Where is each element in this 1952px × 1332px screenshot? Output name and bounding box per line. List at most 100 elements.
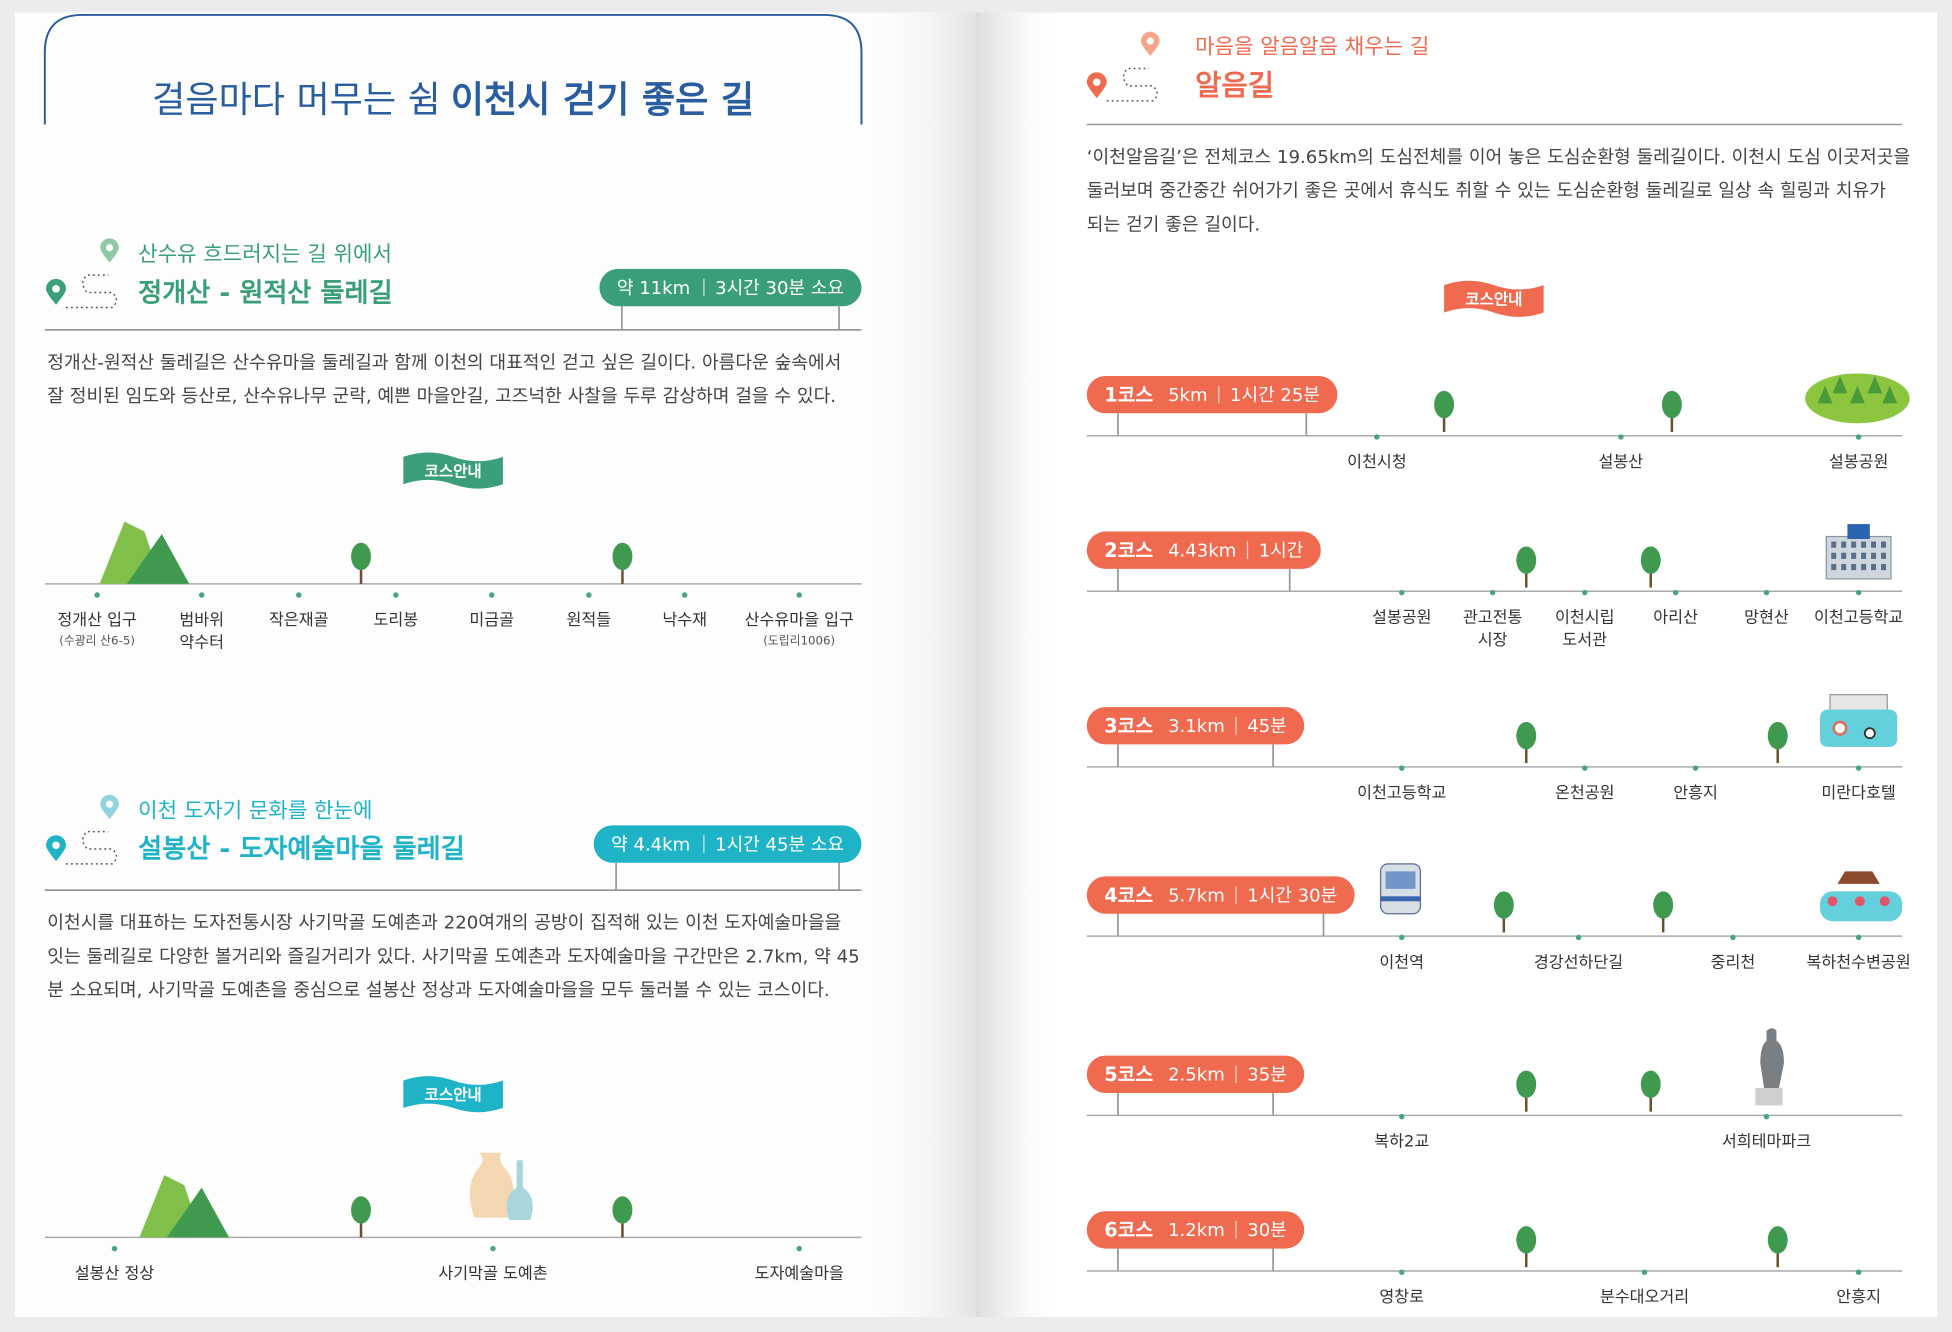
info-pill: 약 4.4km 1시간 45분 소요 xyxy=(593,825,862,863)
pill-text: 5코스 xyxy=(1104,1063,1153,1086)
stop-label: 작은재골 xyxy=(269,609,329,628)
dotted-route xyxy=(65,830,118,865)
section-subtitle: 산수유 흐드러지는 길 위에서 xyxy=(138,241,392,266)
stop-label-line: 복하천수변공원 xyxy=(1807,952,1911,971)
stop-label: 망현산 xyxy=(1744,607,1789,626)
stop-note: (도립리1006) xyxy=(763,634,835,648)
pill-text: 2코스 xyxy=(1104,539,1153,562)
stop-label-line: 사기막골 도예촌 xyxy=(438,1263,547,1282)
tree-crown xyxy=(1434,390,1455,419)
pill-text: 1코스 xyxy=(1104,383,1153,406)
stop-dot xyxy=(1763,589,1770,596)
badge xyxy=(1444,280,1544,317)
stop-label-line: 낙수재 xyxy=(662,609,707,628)
stop-dot xyxy=(1692,765,1699,771)
stop-label-line: 중리천 xyxy=(1711,952,1756,971)
stop-label-line: 이천시립 xyxy=(1555,607,1615,626)
info-pill: 3코스 3.1km 45분 xyxy=(1086,707,1305,745)
train-stripe xyxy=(1380,896,1421,902)
info-pill: 1코스 5km 1시간 25분 xyxy=(1086,375,1338,414)
badge-label: 코스안내 xyxy=(425,1086,482,1104)
pill-text: 1시간 xyxy=(1259,540,1304,561)
stop-dot xyxy=(1855,765,1862,771)
section-description: 잇는 둘레길로 다양한 볼거리와 즐길거리가 있다. 사기막골 도예촌과 도자예… xyxy=(47,946,859,967)
stop-label-line: 분수대오거리 xyxy=(1600,1287,1689,1306)
pill-text: 약 11km xyxy=(617,278,690,299)
pill-text: 약 4.4km xyxy=(611,834,690,855)
park-tree xyxy=(1832,375,1848,394)
park-tree xyxy=(1849,385,1865,404)
tree-crown xyxy=(351,542,371,571)
stop-label-line: 범바위 xyxy=(179,609,224,628)
tree-crown xyxy=(1516,722,1537,750)
school-window xyxy=(1871,552,1877,559)
gazebo-icon xyxy=(1837,871,1880,884)
stop-label-line: 미란다호텔 xyxy=(1821,782,1895,801)
stop-dot xyxy=(1855,1269,1862,1275)
stop-label: 안흥지 xyxy=(1836,1287,1881,1306)
pill-bg xyxy=(1086,1211,1305,1249)
stop-dot xyxy=(1855,934,1862,941)
stop-label-line: 복하2교 xyxy=(1374,1131,1429,1150)
section-subtitle: 마음을 알음알음 채우는 길 xyxy=(1195,33,1429,58)
stop-label: 이천역 xyxy=(1379,952,1424,971)
stop-label: 낙수재 xyxy=(662,609,707,628)
badge xyxy=(403,452,503,489)
section-title: 알음길 xyxy=(1195,68,1274,102)
pill-bg xyxy=(593,825,862,863)
school-window xyxy=(1861,541,1867,548)
pill-bg xyxy=(599,268,862,307)
pill-text: 4코스 xyxy=(1104,884,1153,907)
stop-dot xyxy=(488,592,495,598)
stop-label: 사기막골 도예촌 xyxy=(438,1263,547,1282)
stop-dot xyxy=(393,592,399,598)
stop-label-line: 도리봉 xyxy=(374,609,419,628)
stop-label: 산수유마을 입구 xyxy=(745,609,854,628)
section-subtitle: 이천 도자기 문화를 한눈에 xyxy=(138,798,372,823)
pill-text: 30분 xyxy=(1247,1220,1287,1241)
section-description: 정개산-원적산 둘레길은 산수유마을 둘레길과 함께 이천의 대표적인 걷고 싶… xyxy=(47,352,841,373)
stop-dot xyxy=(1489,589,1496,596)
pill-text: 35분 xyxy=(1247,1065,1287,1086)
flower-icon xyxy=(1879,896,1890,907)
pill-bg xyxy=(1086,707,1305,745)
stop-label: 분수대오거리 xyxy=(1600,1287,1689,1306)
pill-bg xyxy=(1086,531,1321,569)
school-window xyxy=(1831,541,1837,548)
school-tower xyxy=(1847,524,1870,540)
pill-text: 1시간 45분 소요 xyxy=(715,834,844,855)
park-tree xyxy=(1867,375,1883,394)
statue-base xyxy=(1755,1088,1783,1106)
school-window xyxy=(1831,563,1837,571)
school-window xyxy=(1841,552,1847,559)
stop-label: 이천고등학교 xyxy=(1814,607,1903,626)
stop-dot xyxy=(1575,934,1582,941)
stop-label: 원적들 xyxy=(567,609,612,628)
stop-label-line: 망현산 xyxy=(1744,607,1789,626)
stop-label-line: 약수터 xyxy=(179,632,224,651)
tree-crown xyxy=(1661,390,1682,419)
dotted-route xyxy=(1106,67,1158,102)
tree-crown xyxy=(1493,891,1514,919)
pin-dot xyxy=(1146,37,1154,45)
stop-dot xyxy=(681,592,688,598)
stop-label: 안흥지 xyxy=(1673,782,1718,801)
stop-dot xyxy=(1582,589,1588,596)
stop-label: 복하천수변공원 xyxy=(1807,952,1911,971)
stop-dot xyxy=(1672,589,1679,596)
left-page xyxy=(14,12,976,1318)
stop-label: 경강선하단길 xyxy=(1534,952,1623,971)
flower-icon xyxy=(1854,896,1865,907)
stop-dot xyxy=(1641,1269,1648,1275)
pill-text: 5.7km xyxy=(1168,885,1225,906)
stop-label: 설봉공원 xyxy=(1829,451,1889,470)
stop-label-line: 설봉공원 xyxy=(1829,451,1889,470)
section-title: 정개산 - 원적산 둘레길 xyxy=(138,278,392,308)
stop-label-line: 영창로 xyxy=(1379,1287,1424,1306)
stop-dot xyxy=(1582,765,1588,771)
pill-bg xyxy=(1086,375,1338,414)
stop-label-line: 설봉공원 xyxy=(1372,607,1432,626)
stop-dot xyxy=(796,592,802,598)
info-pill: 2코스 4.43km 1시간 xyxy=(1086,531,1321,569)
